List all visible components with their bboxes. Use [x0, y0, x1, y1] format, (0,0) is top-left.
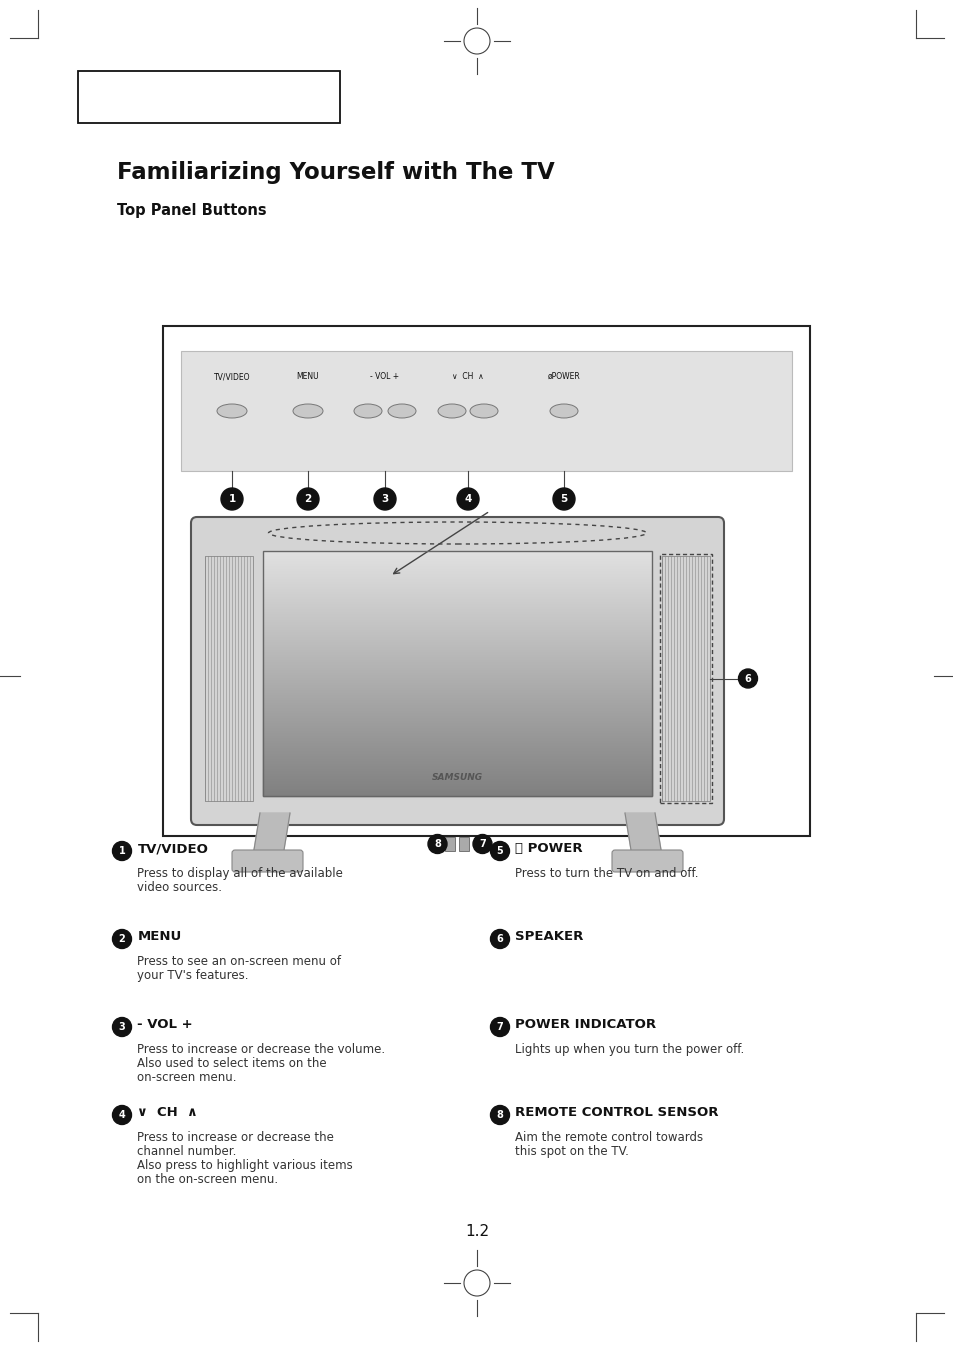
Circle shape: [456, 488, 478, 509]
Text: MENU: MENU: [137, 931, 182, 943]
Circle shape: [112, 929, 132, 948]
Circle shape: [490, 929, 509, 948]
Text: MENU: MENU: [296, 372, 319, 381]
Text: 1: 1: [118, 846, 125, 857]
Polygon shape: [624, 813, 661, 857]
Bar: [181, 351, 791, 471]
Text: 8: 8: [434, 839, 440, 848]
Text: 5: 5: [497, 846, 503, 857]
Text: Press to turn the TV on and off.: Press to turn the TV on and off.: [515, 867, 699, 880]
Text: 1: 1: [228, 494, 235, 504]
Text: TV/VIDEO: TV/VIDEO: [213, 372, 250, 381]
Text: 3: 3: [118, 1021, 125, 1032]
Text: SPEAKER: SPEAKER: [515, 931, 583, 943]
Text: TV/VIDEO: TV/VIDEO: [137, 843, 208, 855]
Polygon shape: [253, 813, 290, 857]
Text: Top Panel Buttons: Top Panel Buttons: [117, 203, 266, 218]
Circle shape: [112, 1017, 132, 1036]
Circle shape: [738, 669, 757, 688]
Text: 5: 5: [559, 494, 567, 504]
Text: 1.2: 1.2: [464, 1224, 489, 1239]
Text: ∨  CH  ∧: ∨ CH ∧: [137, 1106, 198, 1120]
Text: POWER INDICATOR: POWER INDICATOR: [515, 1019, 656, 1032]
Text: video sources.: video sources.: [137, 881, 222, 894]
Text: 7: 7: [478, 839, 485, 848]
Text: on the on-screen menu.: on the on-screen menu.: [137, 1173, 278, 1186]
Text: SAMSUNG: SAMSUNG: [432, 774, 482, 782]
Text: - VOL +: - VOL +: [137, 1019, 193, 1032]
Bar: [459, 838, 469, 851]
Text: Press to see an on-screen menu of: Press to see an on-screen menu of: [137, 955, 341, 969]
Text: 3: 3: [381, 494, 388, 504]
FancyBboxPatch shape: [612, 850, 682, 871]
Circle shape: [296, 488, 318, 509]
FancyBboxPatch shape: [232, 850, 303, 871]
Ellipse shape: [388, 404, 416, 417]
Text: 6: 6: [497, 934, 503, 944]
Bar: [445, 838, 455, 851]
Text: 6: 6: [744, 674, 751, 684]
Circle shape: [553, 488, 575, 509]
Circle shape: [490, 842, 509, 861]
Text: - VOL +: - VOL +: [370, 372, 399, 381]
Text: 2: 2: [118, 934, 125, 944]
Bar: [163, 326, 809, 836]
Text: 7: 7: [497, 1021, 503, 1032]
Text: ∨  CH  ∧: ∨ CH ∧: [452, 372, 483, 381]
Text: øPOWER: øPOWER: [547, 372, 579, 381]
Text: your TV's features.: your TV's features.: [137, 969, 249, 982]
Text: ⏻ POWER: ⏻ POWER: [515, 843, 582, 855]
Ellipse shape: [293, 404, 323, 417]
Circle shape: [221, 488, 243, 509]
Text: Familiarizing Yourself with The TV: Familiarizing Yourself with The TV: [117, 161, 554, 184]
Text: on-screen menu.: on-screen menu.: [137, 1071, 236, 1084]
Text: Press to increase or decrease the volume.: Press to increase or decrease the volume…: [137, 1043, 385, 1056]
Text: 8: 8: [497, 1111, 503, 1120]
Ellipse shape: [550, 404, 578, 417]
Text: Lights up when you turn the power off.: Lights up when you turn the power off.: [515, 1043, 744, 1056]
Circle shape: [490, 1017, 509, 1036]
Text: Press to display all of the available: Press to display all of the available: [137, 867, 343, 880]
Text: 4: 4: [464, 494, 471, 504]
Text: REMOTE CONTROL SENSOR: REMOTE CONTROL SENSOR: [515, 1106, 719, 1120]
Circle shape: [112, 1105, 132, 1124]
FancyBboxPatch shape: [191, 517, 723, 825]
Bar: [263, 551, 651, 796]
Text: channel number.: channel number.: [137, 1146, 236, 1158]
Text: Also used to select items on the: Also used to select items on the: [137, 1056, 327, 1070]
Text: Aim the remote control towards: Aim the remote control towards: [515, 1131, 703, 1144]
Circle shape: [374, 488, 395, 509]
Circle shape: [473, 835, 492, 854]
Text: Press to increase or decrease the: Press to increase or decrease the: [137, 1131, 334, 1144]
Ellipse shape: [354, 404, 381, 417]
Text: 4: 4: [118, 1111, 125, 1120]
Circle shape: [428, 835, 447, 854]
Circle shape: [490, 1105, 509, 1124]
Circle shape: [112, 842, 132, 861]
Bar: [78, 72, 339, 123]
Ellipse shape: [216, 404, 247, 417]
Bar: [659, 554, 711, 802]
Text: 2: 2: [304, 494, 312, 504]
Bar: [661, 557, 709, 801]
Ellipse shape: [437, 404, 465, 417]
Bar: [205, 557, 253, 801]
Text: Also press to highlight various items: Also press to highlight various items: [137, 1159, 353, 1173]
Ellipse shape: [470, 404, 497, 417]
Text: this spot on the TV.: this spot on the TV.: [515, 1146, 629, 1158]
